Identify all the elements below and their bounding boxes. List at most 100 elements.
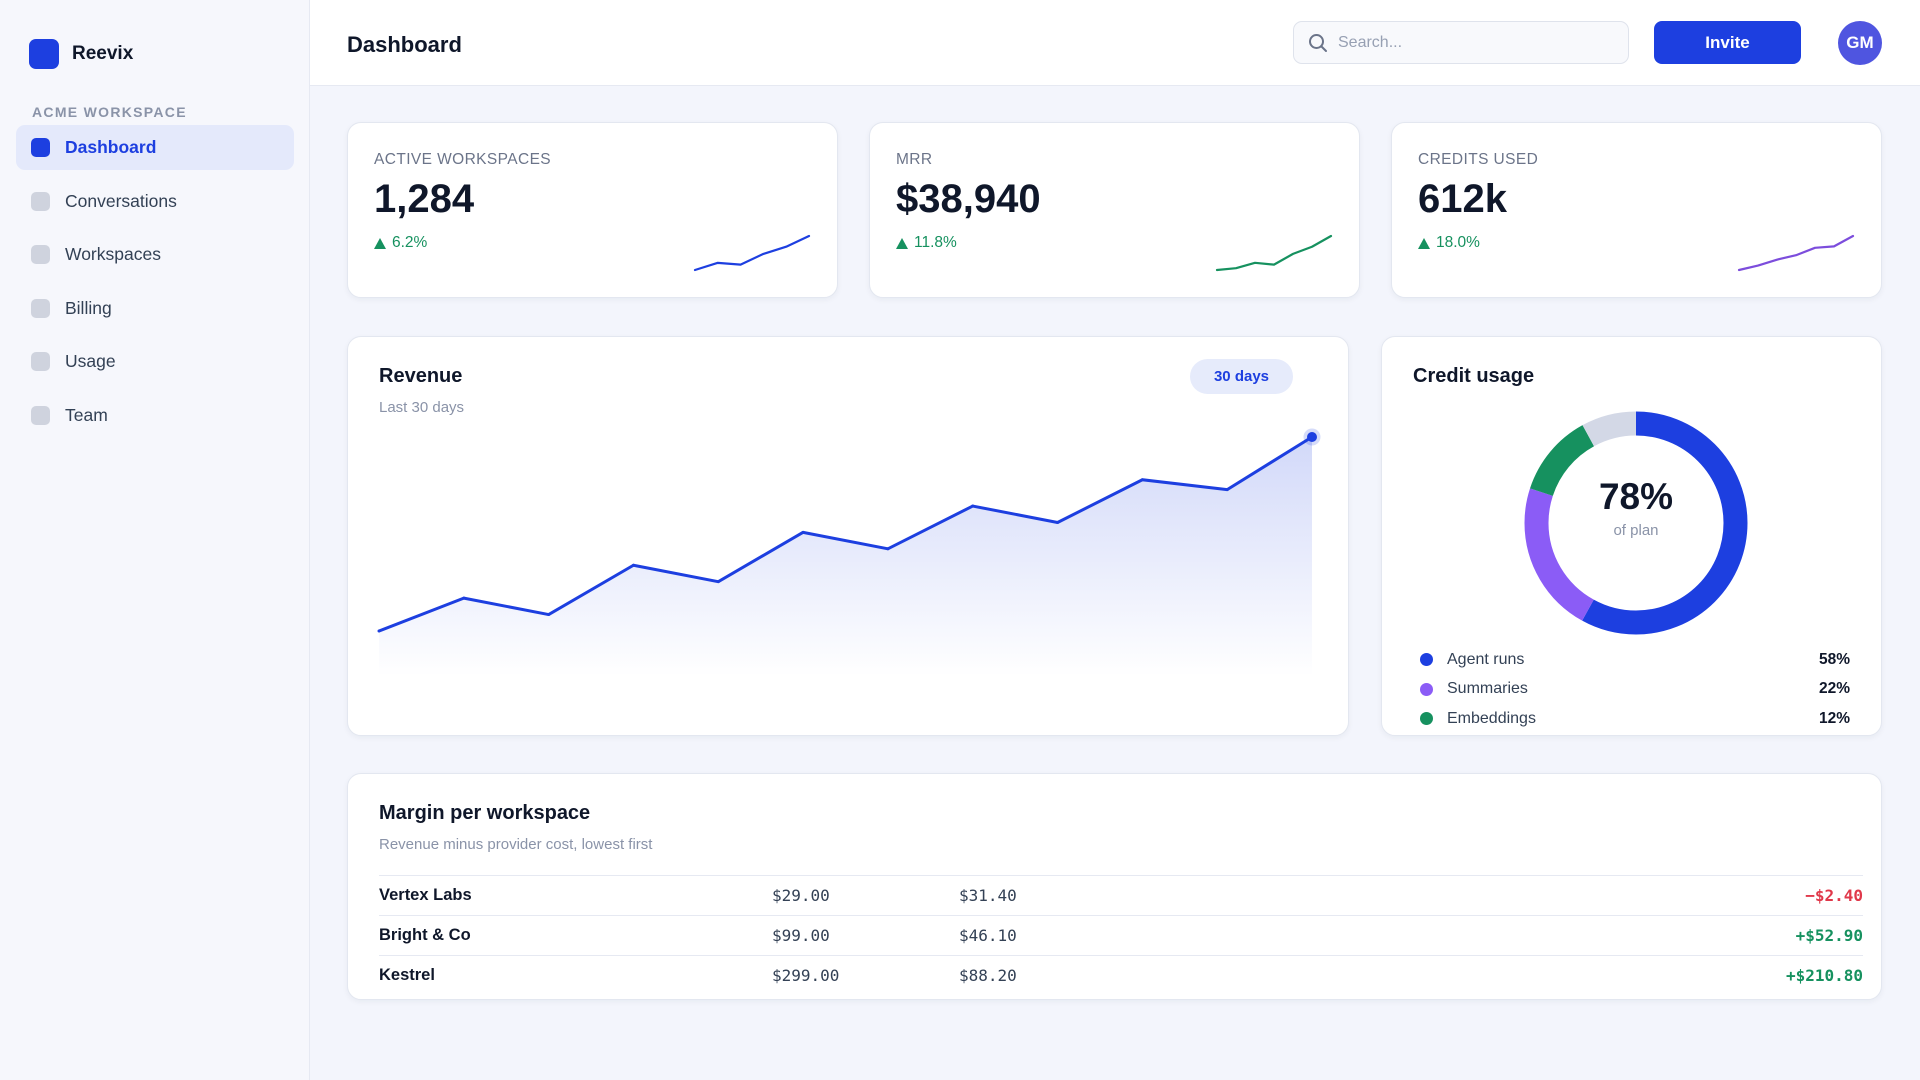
workspaces-icon bbox=[31, 245, 50, 264]
revenue-cell: $299.00 bbox=[772, 966, 840, 985]
kpi-delta: 18.0% bbox=[1418, 234, 1480, 252]
revenue-chart bbox=[377, 428, 1321, 677]
revenue-point[interactable] bbox=[801, 530, 805, 534]
revenue-point[interactable] bbox=[1140, 478, 1144, 482]
sparkline-series bbox=[1215, 234, 1333, 272]
sparkline-series bbox=[1737, 234, 1855, 272]
dashboard-icon bbox=[31, 138, 50, 157]
revenue-cell: $99.00 bbox=[772, 926, 830, 945]
workspace-label: ACME WORKSPACE bbox=[32, 104, 187, 120]
revenue-point[interactable] bbox=[716, 580, 720, 584]
cost-cell: $31.40 bbox=[959, 886, 1017, 905]
sparkline bbox=[693, 234, 811, 272]
revenue-point[interactable] bbox=[1225, 488, 1229, 492]
trend-up-icon bbox=[374, 237, 386, 249]
revenue-point[interactable] bbox=[377, 629, 381, 633]
kpi-value: 612k bbox=[1418, 177, 1507, 221]
revenue-point[interactable] bbox=[547, 613, 551, 617]
sparkline bbox=[1737, 234, 1855, 272]
legend-value: 12% bbox=[1818, 709, 1850, 727]
kpi-delta: 6.2% bbox=[374, 234, 427, 252]
usage-icon bbox=[31, 352, 50, 371]
legend-dot-icon bbox=[1420, 712, 1433, 726]
donut-segment-remainder bbox=[1524, 411, 1748, 635]
revenue-point[interactable] bbox=[1307, 432, 1317, 442]
sidebar-item-label: Usage bbox=[65, 351, 116, 371]
sidebar-item-workspaces[interactable]: Workspaces bbox=[16, 232, 294, 277]
margin-cell: +$210.80 bbox=[1785, 966, 1863, 985]
page-title: Dashboard bbox=[347, 32, 462, 57]
kpi-delta: 11.8% bbox=[896, 234, 957, 252]
sparkline bbox=[1215, 234, 1333, 272]
brand-name: Reevix bbox=[72, 43, 134, 64]
margin-title: Margin per workspace bbox=[379, 802, 591, 824]
kpi-label: CREDITS USED bbox=[1418, 151, 1539, 168]
donut-center-caption: of plan bbox=[1613, 522, 1659, 539]
credit-legend: Agent runs 58% Summaries 22% Embeddings … bbox=[1420, 645, 1850, 734]
sparkline-series bbox=[693, 234, 811, 272]
search-box[interactable] bbox=[1293, 21, 1629, 64]
legend-item-summaries: Summaries 22% bbox=[1420, 675, 1850, 705]
cost-cell: $46.10 bbox=[959, 926, 1017, 945]
donut-center: 78% of plan bbox=[1523, 410, 1749, 539]
invite-button[interactable]: Invite bbox=[1654, 21, 1801, 64]
workspace-name: Vertex Labs bbox=[379, 886, 472, 904]
revenue-point[interactable] bbox=[1056, 520, 1060, 524]
revenue-line-series bbox=[378, 435, 1313, 633]
sidebar-nav: Dashboard Conversations Workspaces Billi… bbox=[16, 125, 294, 446]
search-input[interactable] bbox=[1338, 33, 1608, 52]
kpi-card-credits-used: CREDITS USED 612k 18.0% bbox=[1391, 122, 1882, 298]
sidebar-item-dashboard[interactable]: Dashboard bbox=[16, 125, 294, 170]
search-icon bbox=[1309, 33, 1327, 52]
table-row[interactable]: Vertex Labs $29.00 $31.40 −$2.40 bbox=[379, 875, 1863, 915]
kpi-card-active-workspaces: ACTIVE WORKSPACES 1,284 6.2% bbox=[347, 122, 838, 298]
legend-value: 58% bbox=[1818, 650, 1850, 668]
legend-item-embeddings: Embeddings 12% bbox=[1420, 704, 1850, 734]
table-row[interactable]: Bright & Co $99.00 $46.10 +$52.90 bbox=[379, 915, 1863, 955]
legend-value: 22% bbox=[1818, 680, 1850, 698]
sidebar: Reevix ACME WORKSPACE Dashboard Conversa… bbox=[0, 0, 310, 1080]
revenue-area-fill bbox=[379, 437, 1312, 677]
sidebar-item-billing[interactable]: Billing bbox=[16, 286, 294, 331]
revenue-point[interactable] bbox=[886, 547, 890, 551]
margin-cell: −$2.40 bbox=[1805, 886, 1863, 905]
donut-center-value: 78% bbox=[1598, 476, 1674, 517]
margin-card: Margin per workspace Revenue minus provi… bbox=[347, 773, 1882, 1000]
top-header: Dashboard Invite GM bbox=[310, 0, 1920, 86]
margin-table: Vertex Labs $29.00 $31.40 −$2.40 Bright … bbox=[379, 875, 1863, 995]
trend-up-icon bbox=[1418, 237, 1430, 249]
workspace-name: Kestrel bbox=[379, 966, 435, 984]
legend-label: Embeddings bbox=[1447, 709, 1536, 727]
revenue-point[interactable] bbox=[462, 596, 466, 600]
donut-segment bbox=[1524, 411, 1748, 635]
revenue-title: Revenue bbox=[379, 365, 463, 387]
sidebar-item-label: Workspaces bbox=[65, 244, 161, 264]
legend-item-agent-runs: Agent runs 58% bbox=[1420, 645, 1850, 675]
legend-dot-icon bbox=[1420, 682, 1433, 696]
kpi-value: $38,940 bbox=[896, 177, 1041, 221]
kpi-label: MRR bbox=[896, 151, 933, 168]
billing-icon bbox=[31, 298, 50, 318]
revenue-subtitle: Last 30 days bbox=[379, 399, 465, 416]
revenue-card: Revenue Last 30 days 30 days bbox=[347, 336, 1349, 736]
sidebar-item-label: Conversations bbox=[65, 190, 177, 211]
kpi-value: 1,284 bbox=[374, 177, 475, 221]
table-row[interactable]: Kestrel $299.00 $88.20 +$210.80 bbox=[379, 955, 1863, 995]
credit-usage-card: Credit usage 78% of plan Agent runs 58% … bbox=[1381, 336, 1882, 736]
revenue-point[interactable] bbox=[631, 563, 635, 567]
margin-subtitle: Revenue minus provider cost, lowest firs… bbox=[379, 836, 653, 853]
legend-label: Agent runs bbox=[1447, 650, 1525, 668]
range-selector-button[interactable]: 30 days bbox=[1190, 359, 1293, 394]
legend-dot-icon bbox=[1420, 653, 1433, 667]
workspace-name: Bright & Co bbox=[379, 926, 471, 944]
revenue-point[interactable] bbox=[971, 504, 975, 508]
sidebar-item-team[interactable]: Team bbox=[16, 393, 294, 438]
brand[interactable]: Reevix bbox=[29, 39, 133, 69]
sidebar-item-conversations[interactable]: Conversations bbox=[16, 179, 294, 224]
user-avatar[interactable]: GM bbox=[1838, 21, 1882, 65]
margin-cell: +$52.90 bbox=[1795, 926, 1863, 945]
kpi-card-mrr: MRR $38,940 11.8% bbox=[869, 122, 1360, 298]
sidebar-item-label: Billing bbox=[65, 297, 112, 318]
sidebar-item-usage[interactable]: Usage bbox=[16, 339, 294, 384]
conversations-icon bbox=[31, 191, 50, 211]
